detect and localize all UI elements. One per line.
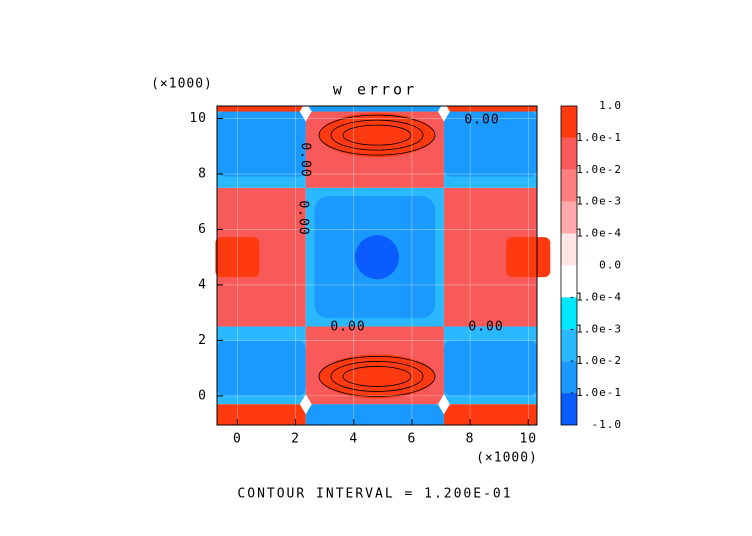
colorbar-swatch: [561, 329, 577, 362]
x-tick-label: 4: [349, 432, 358, 447]
plot-frame: [216, 105, 538, 426]
colorbar-label: 1.0e-3: [576, 195, 622, 208]
contour-region: [355, 235, 399, 280]
contour-label: 0.00: [296, 200, 311, 235]
x-tick-label: 6: [407, 432, 416, 447]
contour-region: [443, 106, 537, 112]
y-tick-label: 0: [198, 388, 207, 403]
colorbar-swatch: [561, 393, 577, 425]
chart-title: w error: [333, 81, 417, 99]
gap: [437, 394, 450, 415]
contour-region: [217, 340, 306, 396]
contour-label: 0.00: [330, 320, 365, 335]
x-tick-label: 8: [466, 432, 475, 447]
colorbar-label: -1.0e-4: [569, 290, 622, 303]
colorbar-swatch: [561, 201, 577, 234]
contour-region: [217, 111, 306, 177]
gap: [299, 101, 312, 122]
colorbar-swatch: [561, 361, 577, 394]
colorbar-frame: [560, 105, 578, 426]
colorbar-swatch: [561, 265, 577, 298]
colorbar-label: 1.0e-2: [576, 163, 622, 176]
y-tick-label: 10: [189, 111, 207, 126]
x-tick-label: 2: [291, 432, 300, 447]
colorbar-label: 1.0e-4: [576, 227, 622, 240]
contour-region: [305, 404, 444, 425]
gap: [437, 101, 450, 122]
colorbar-swatch: [561, 297, 577, 330]
contour-line: [342, 124, 412, 146]
field: [215, 106, 551, 425]
contour-line: [330, 361, 424, 392]
y-tick-label: 4: [198, 277, 207, 292]
contour-region: [217, 106, 306, 112]
y-tick-label: 6: [198, 222, 207, 237]
y-tick-label: 2: [198, 333, 207, 348]
contour-label: 0.00: [298, 142, 313, 177]
gap: [299, 394, 312, 415]
colorbar-swatch: [561, 233, 577, 266]
x-tick-label: 10: [519, 432, 537, 447]
contour-region: [305, 106, 444, 112]
colorbar-swatch: [561, 169, 577, 202]
x-tick-label: 0: [233, 432, 242, 447]
contour-label: 0.00: [468, 320, 503, 335]
colorbar-label: 1.0: [599, 99, 622, 112]
footer: CONTOUR INTERVAL = 1.200E-01: [237, 487, 512, 502]
colorbar-label: 0.0: [599, 259, 622, 272]
contour-region: [319, 113, 435, 158]
overlay: [216, 101, 538, 426]
contour-line: [342, 366, 412, 387]
contour-line: [318, 114, 436, 156]
colorbar-swatch: [561, 106, 577, 138]
y-scale-label: (×1000): [151, 77, 213, 92]
contour-region: [443, 340, 537, 396]
contour-region: [443, 111, 537, 177]
colorbar-label: -1.0e-1: [569, 386, 622, 399]
y-tick-label: 8: [198, 166, 207, 181]
colorbar-label: 1.0e-1: [576, 131, 622, 144]
contour-line: [318, 356, 436, 397]
colorbar-label: -1.0: [592, 418, 623, 431]
colorbar-label: -1.0e-2: [569, 354, 622, 367]
contour-region: [319, 354, 435, 399]
contour-label: 0.00: [464, 113, 499, 128]
colorbar-swatch: [561, 137, 577, 170]
contour-line: [330, 119, 424, 151]
x-scale-label: (×1000): [476, 451, 538, 466]
contour-region: [217, 404, 306, 425]
colorbar-label: -1.0e-3: [569, 322, 622, 335]
contour-region: [443, 404, 537, 425]
